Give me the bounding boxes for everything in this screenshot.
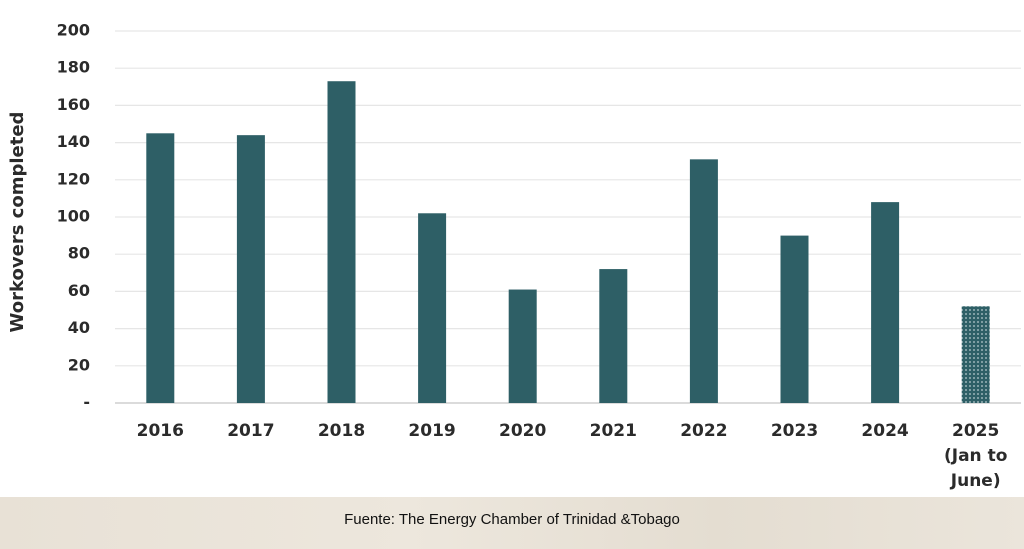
x-tick-label: 2020 — [499, 421, 547, 441]
y-tick-label: 20 — [68, 355, 90, 374]
y-tick-label: 80 — [68, 244, 90, 263]
x-tick-label: 2021 — [589, 421, 637, 441]
x-tick-label: 2024 — [861, 421, 909, 441]
y-tick-label: 160 — [57, 95, 90, 114]
bar — [780, 235, 809, 403]
chart: Workovers completed - 20 40 60 80 100 120 140 16… — [7, 21, 1021, 412]
source-note: Fuente: The Energy Chamber of Trinidad &… — [344, 511, 680, 528]
x-tick-label: 2023 — [770, 421, 819, 441]
bar — [871, 202, 900, 403]
x-tick-label: 2019 — [408, 421, 456, 441]
x-tick-label: 2022 — [680, 421, 728, 441]
x-tick-label: 2017 — [227, 421, 275, 441]
bar — [508, 289, 537, 403]
y-tick-label: 40 — [68, 318, 90, 337]
y-tick-label: 140 — [57, 132, 90, 151]
x-tick-label: 2025 (Jan to June) — [943, 421, 1008, 491]
y-tick-label: 180 — [57, 58, 90, 77]
bar — [418, 213, 447, 403]
x-tick-label: 2018 — [317, 421, 366, 441]
y-axis-label: Workovers completed — [7, 112, 28, 333]
bar — [146, 133, 175, 404]
bar — [327, 81, 356, 403]
y-tick-label: 60 — [68, 281, 90, 300]
bar — [961, 306, 990, 403]
footer-band — [0, 497, 1024, 549]
x-tick-label: 2016 — [136, 421, 184, 441]
y-tick-label: 100 — [57, 207, 90, 226]
bar — [236, 135, 265, 403]
bar — [689, 159, 718, 403]
y-tick-label: - — [83, 393, 90, 412]
bar — [599, 269, 628, 403]
y-tick-label: 200 — [57, 21, 90, 40]
y-tick-label: 120 — [57, 169, 90, 188]
